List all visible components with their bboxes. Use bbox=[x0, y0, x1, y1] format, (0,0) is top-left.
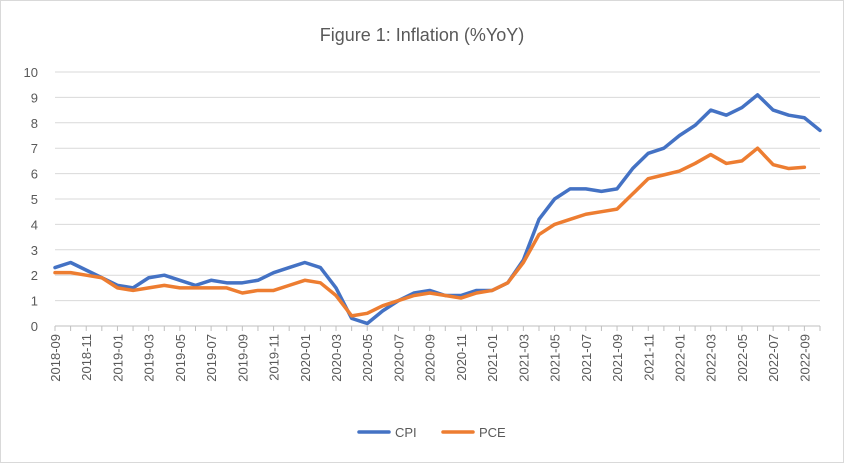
x-tick-label-2021-01: 2021-01 bbox=[485, 334, 500, 382]
x-tick-label-2019-09: 2019-09 bbox=[235, 334, 250, 382]
y-tick-label-5: 5 bbox=[31, 192, 38, 207]
x-tick-label-2020-01: 2020-01 bbox=[298, 334, 313, 382]
y-tick-label-6: 6 bbox=[31, 167, 38, 182]
legend-label-pce: PCE bbox=[479, 425, 506, 440]
x-tick-label-2021-07: 2021-07 bbox=[579, 334, 594, 382]
x-tick-label-2022-07: 2022-07 bbox=[766, 334, 781, 382]
x-tick-label-2021-11: 2021-11 bbox=[641, 334, 656, 381]
x-tick-label-2020-07: 2020-07 bbox=[391, 334, 406, 382]
x-tick-label-2019-03: 2019-03 bbox=[142, 334, 157, 382]
y-tick-label-7: 7 bbox=[31, 141, 38, 156]
x-tick-label-2021-09: 2021-09 bbox=[610, 334, 625, 382]
y-axis-ticks: 0 1 2 3 4 5 6 7 8 9 10 bbox=[24, 65, 38, 334]
y-tick-label-4: 4 bbox=[31, 217, 38, 232]
x-tick-label-2020-03: 2020-03 bbox=[329, 334, 344, 382]
y-tick-label-0: 0 bbox=[31, 319, 38, 334]
x-tick-label-2019-01: 2019-01 bbox=[110, 334, 125, 382]
x-tick-label-2021-05: 2021-05 bbox=[548, 334, 563, 382]
legend-label-cpi: CPI bbox=[395, 425, 417, 440]
series-line-pce bbox=[53, 146, 807, 318]
x-tick-label-2020-05: 2020-05 bbox=[360, 334, 375, 382]
x-tick-label-2022-05: 2022-05 bbox=[735, 334, 750, 382]
legend: CPI PCE bbox=[357, 425, 506, 440]
x-tick-label-2022-09: 2022-09 bbox=[797, 334, 812, 382]
x-tick-label-2019-07: 2019-07 bbox=[204, 334, 219, 382]
y-tick-label-1: 1 bbox=[31, 294, 38, 309]
x-axis: 2018-09 2018-11 2019-01 2019-03 2019-05 2019-… bbox=[48, 326, 821, 382]
x-tick-label-2018-11: 2018-11 bbox=[79, 334, 94, 381]
y-tick-label-8: 8 bbox=[31, 116, 38, 131]
y-tick-label-3: 3 bbox=[31, 243, 38, 258]
gridlines bbox=[55, 71, 820, 327]
chart-title: Figure 1: Inflation (%YoY) bbox=[320, 25, 524, 45]
x-tick-label-2022-03: 2022-03 bbox=[704, 334, 719, 382]
x-tick-label-2021-03: 2021-03 bbox=[516, 334, 531, 382]
x-tick-label-2020-11: 2020-11 bbox=[454, 334, 469, 381]
x-tick-label-2019-05: 2019-05 bbox=[173, 334, 188, 382]
x-tick-label-2020-09: 2020-09 bbox=[423, 334, 438, 382]
y-tick-label-9: 9 bbox=[31, 90, 38, 105]
y-tick-label-2: 2 bbox=[31, 268, 38, 283]
series-line-cpi bbox=[53, 93, 822, 326]
x-tick-label-2018-09: 2018-09 bbox=[48, 334, 63, 382]
x-tick-label-2019-11: 2019-11 bbox=[267, 334, 282, 381]
x-tick-label-2022-01: 2022-01 bbox=[672, 334, 687, 382]
series-lines bbox=[53, 93, 822, 326]
y-tick-label-10: 10 bbox=[24, 65, 38, 80]
